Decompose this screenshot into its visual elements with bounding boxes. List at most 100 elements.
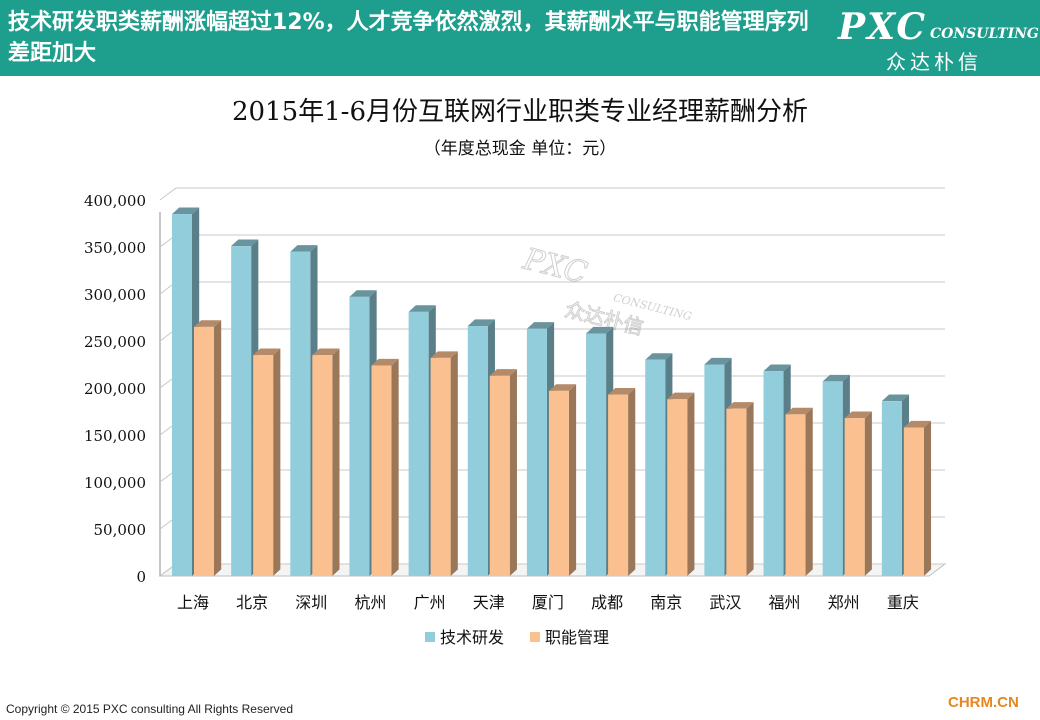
bar-top: [194, 320, 222, 327]
logo-sub-text: CONSULTING: [930, 26, 1039, 42]
y-tick-label: 250,000: [84, 333, 146, 351]
bar-top: [526, 322, 555, 329]
bar-top: [704, 357, 732, 365]
bar-front: [172, 214, 192, 576]
x-tick-label: 郑州: [828, 593, 860, 612]
legend-label-admin: 职能管理: [545, 628, 609, 647]
bar-top: [489, 369, 517, 376]
watermark-main: PXC: [519, 242, 591, 292]
y-tick-label: 150,000: [84, 427, 146, 445]
bar-front: [349, 296, 370, 576]
x-tick-label: 北京: [236, 593, 268, 612]
bar-side: [273, 348, 281, 576]
x-tick-label: 成都: [591, 593, 623, 612]
bar-top: [844, 411, 872, 419]
bar-top: [645, 353, 673, 360]
bar-top: [231, 239, 259, 247]
bar-front: [645, 359, 666, 576]
y-tick-label: 350,000: [84, 239, 146, 257]
bar-admin: [489, 369, 517, 576]
x-tick-label: 武汉: [709, 593, 741, 612]
bar-top: [586, 326, 614, 334]
bar-front: [586, 333, 607, 576]
x-tick-label: 深圳: [295, 593, 327, 612]
bar-top: [430, 351, 458, 358]
bar-admin: [844, 411, 872, 576]
bar-top: [172, 207, 200, 215]
bar-top: [667, 392, 695, 400]
y-tick-label: 100,000: [84, 474, 146, 492]
bar-front: [467, 325, 488, 576]
bar-front: [290, 251, 311, 576]
bar-top: [763, 364, 791, 372]
bar-top: [312, 348, 340, 356]
bar-side: [687, 392, 695, 576]
bar-side: [509, 369, 517, 576]
bar-front: [489, 375, 510, 576]
bar-front: [526, 328, 547, 576]
bar-top: [881, 394, 910, 402]
bar-top: [822, 374, 850, 382]
y-tick-label: 50,000: [94, 521, 147, 539]
site-watermark: CHRM.CN: [948, 694, 1019, 711]
bar-top: [349, 290, 377, 297]
pxc-logo: PXC CONSULTING 众达朴信: [838, 2, 1039, 74]
header-banner: 技术研发职类薪酬涨幅超过12%，人才竞争依然激烈，其薪酬水平与职能管理序列差距加…: [0, 0, 1040, 76]
legend-swatch-admin: [530, 632, 540, 642]
bar-front: [822, 381, 843, 576]
bar-side: [450, 351, 458, 576]
bar-front: [408, 311, 429, 576]
bar-front: [881, 401, 902, 576]
bar-top: [785, 407, 813, 415]
bar-admin: [785, 407, 813, 576]
bar-admin: [194, 320, 222, 576]
bar-front: [371, 365, 392, 576]
legend-label-tech: 技术研发: [440, 628, 504, 647]
bar-admin: [371, 358, 399, 576]
bar-top: [408, 305, 436, 312]
bar-front: [253, 355, 274, 576]
x-tick-label: 南京: [650, 593, 682, 612]
bar-top: [726, 402, 754, 409]
legend: 技术研发 职能管理: [425, 628, 609, 647]
bar-front: [763, 371, 784, 576]
bar-admin: [548, 384, 577, 576]
bar-admin: [253, 348, 281, 576]
bar-side: [214, 320, 222, 576]
x-tick-label: 上海: [177, 593, 209, 612]
copyright-text: Copyright © 2015 PXC consulting All Righ…: [6, 702, 293, 716]
bar-front: [903, 427, 924, 576]
bar-side: [746, 402, 754, 576]
bar-admin: [667, 392, 695, 576]
bar-top: [903, 420, 932, 428]
bar-front: [548, 390, 569, 576]
bar-side: [923, 420, 932, 576]
x-tick-label: 福州: [769, 593, 801, 612]
bar-side: [864, 411, 872, 576]
y-tick-label: 300,000: [84, 286, 146, 304]
x-tick-label: 天津: [473, 593, 505, 612]
bar-top: [290, 245, 318, 252]
bar-front: [430, 357, 451, 576]
bar-top: [371, 358, 399, 366]
legend-swatch-tech: [425, 632, 435, 642]
bar-admin: [726, 402, 754, 576]
bars: [172, 207, 932, 576]
bar-top: [548, 384, 577, 391]
y-axis: 0 50,000 100,000 150,000 200,000 250,000 300,0…: [84, 192, 146, 586]
bar-side: [628, 387, 636, 576]
page-title: 技术研发职类薪酬涨幅超过12%，人才竞争依然激烈，其薪酬水平与职能管理序列差距加…: [8, 10, 809, 66]
x-tick-label: 广州: [414, 593, 446, 612]
bar-front: [608, 394, 629, 576]
bar-top: [608, 387, 636, 395]
bar-admin: [430, 351, 458, 576]
x-axis: 上海 北京 深圳 杭州 广州 天津 厦门 成都 南京 武汉 福州 郑州 重庆: [177, 593, 919, 612]
bar-front: [844, 418, 865, 576]
y-tick-label: 0: [136, 568, 146, 586]
bar-top: [253, 348, 281, 356]
bar-side: [805, 407, 813, 576]
x-tick-label: 重庆: [887, 593, 919, 612]
logo-cn-text: 众达朴信: [886, 50, 982, 74]
bar-admin: [903, 420, 932, 576]
